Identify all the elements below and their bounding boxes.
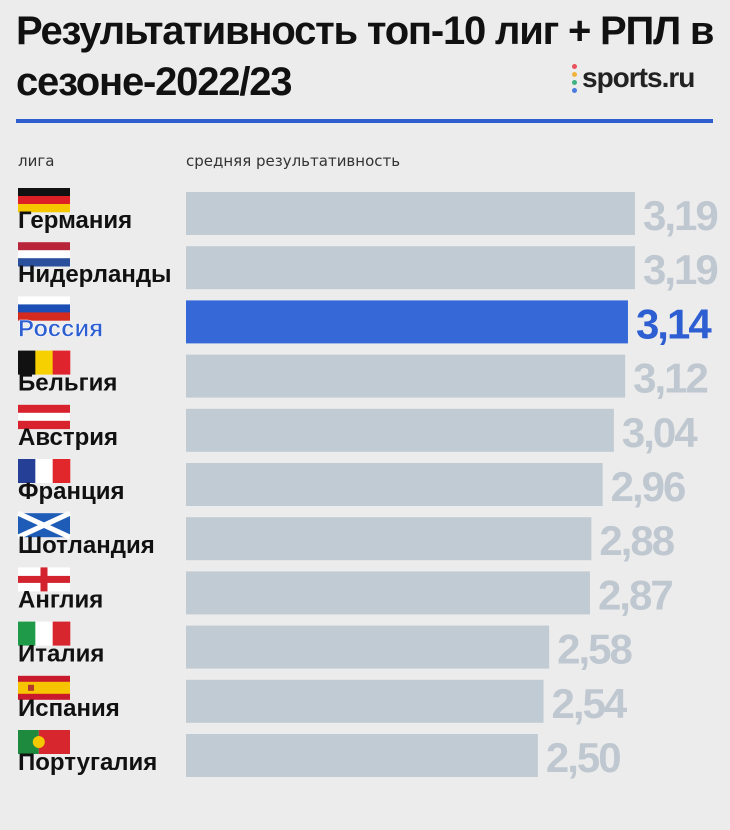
value-label: 2,88: [599, 517, 674, 564]
belgium-flag-icon: [18, 350, 71, 375]
france-flag-icon: [18, 459, 71, 483]
bar: [186, 734, 538, 777]
x-axis-label: средняя результативность: [186, 152, 401, 170]
austria-flag-icon: [18, 404, 70, 430]
value-label: 3,19: [643, 192, 717, 239]
bar: [186, 571, 590, 615]
sports-ru-logo[interactable]: sports.ru: [572, 62, 695, 94]
spain-flag-icon: [18, 675, 70, 700]
category-label: Испания: [18, 695, 120, 722]
category-label: Франция: [18, 478, 125, 505]
category-label: Италия: [18, 641, 104, 668]
england-flag-icon: [18, 567, 70, 592]
value-label: 2,87: [598, 571, 672, 618]
y-axis-label: лига: [18, 152, 55, 170]
value-label: 2,96: [611, 463, 685, 510]
bar: [186, 354, 626, 398]
bar: [186, 625, 550, 669]
value-label: 3,19: [643, 246, 717, 293]
bar-highlight: [186, 300, 628, 344]
category-label: Германия: [18, 207, 132, 234]
portugal-flag-icon: [18, 730, 70, 754]
bar: [186, 517, 592, 561]
category-label: Нидерланды: [18, 261, 172, 288]
value-label: 2,58: [557, 626, 632, 673]
category-label: Шотландия: [18, 532, 155, 559]
category-label: Россия: [18, 315, 103, 342]
brand-name: sports.ru: [582, 62, 695, 93]
scotland-flag-icon: [16, 510, 72, 540]
italy-flag-icon: [18, 621, 71, 646]
category-label: Австрия: [18, 424, 118, 451]
bar: [186, 463, 603, 506]
value-label: 2,50: [546, 734, 620, 781]
chart-title: Результативность топ-10 лиг + РПЛ в сезо…: [16, 9, 714, 104]
value-label: 2,54: [552, 680, 628, 727]
category-label: Португалия: [18, 749, 157, 776]
bar: [186, 246, 635, 290]
value-label: 3,12: [633, 355, 707, 402]
value-label: 3,14: [636, 300, 712, 347]
germany-flag-icon: [18, 188, 70, 213]
bar: [186, 408, 614, 452]
bar: [186, 192, 635, 235]
bar: [186, 679, 544, 723]
value-label: 3,04: [622, 409, 698, 456]
category-label: Бельгия: [18, 370, 117, 397]
title-divider: [16, 119, 713, 123]
russia-flag-icon: [18, 296, 70, 321]
category-label: Англия: [18, 586, 103, 613]
netherlands-flag-icon: [18, 242, 70, 267]
brand-dots-icon: [572, 63, 577, 93]
